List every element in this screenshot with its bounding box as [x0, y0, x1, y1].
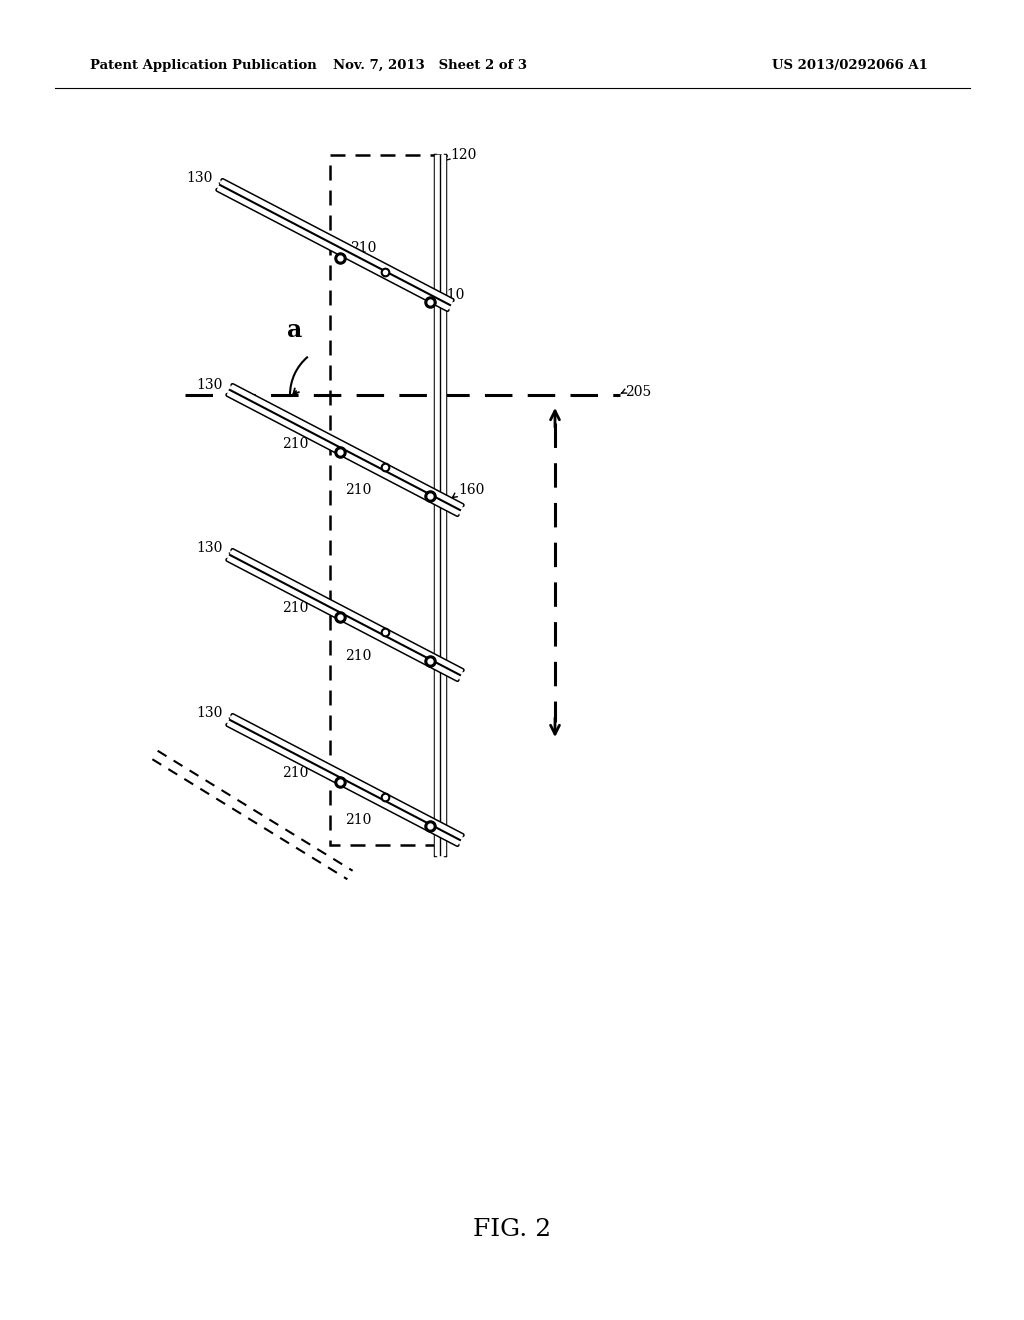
Text: 130: 130	[186, 172, 213, 185]
Text: 130: 130	[197, 378, 223, 392]
Text: FIG. 2: FIG. 2	[473, 1218, 551, 1242]
Text: 160: 160	[458, 483, 484, 498]
Text: 210: 210	[345, 483, 372, 498]
Polygon shape	[217, 180, 453, 310]
Polygon shape	[435, 154, 445, 855]
Text: US 2013/0292066 A1: US 2013/0292066 A1	[772, 58, 928, 71]
Polygon shape	[227, 550, 463, 680]
Text: 210: 210	[282, 766, 308, 780]
Polygon shape	[227, 385, 463, 515]
Text: Patent Application Publication: Patent Application Publication	[90, 58, 316, 71]
Bar	[330, 154, 440, 845]
Text: 210: 210	[345, 649, 372, 663]
Text: 130: 130	[197, 706, 223, 719]
Polygon shape	[227, 715, 463, 845]
Text: 210: 210	[350, 242, 377, 255]
Text: 210: 210	[345, 813, 372, 828]
Text: a: a	[288, 318, 303, 342]
Text: 205: 205	[625, 385, 651, 399]
Text: Nov. 7, 2013   Sheet 2 of 3: Nov. 7, 2013 Sheet 2 of 3	[333, 58, 527, 71]
Text: 210: 210	[438, 288, 464, 302]
Text: 210: 210	[282, 437, 308, 451]
Text: 210: 210	[282, 601, 308, 615]
Text: 130: 130	[197, 541, 223, 554]
Text: 120: 120	[450, 148, 476, 162]
